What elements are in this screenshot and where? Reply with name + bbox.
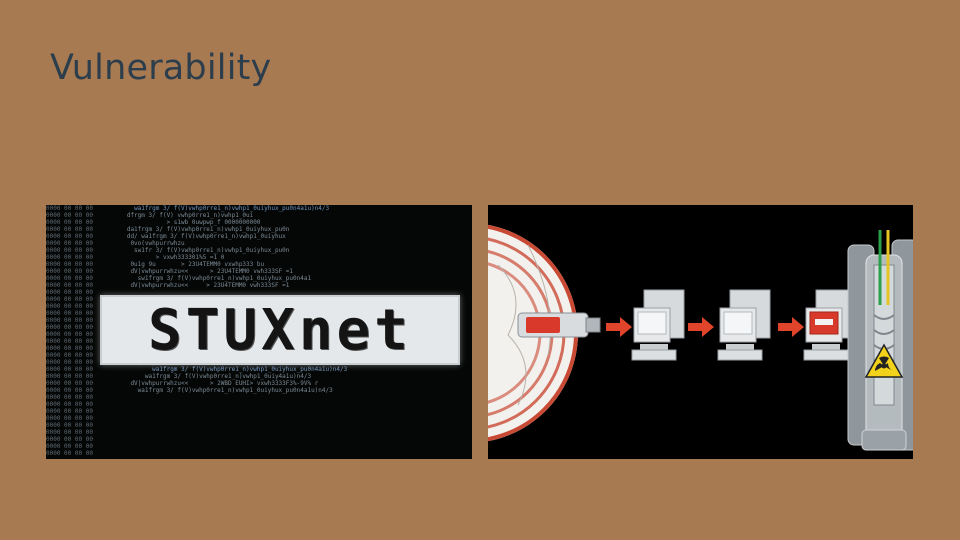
usb-drive-icon bbox=[517, 312, 601, 338]
slide-title: Vulnerability bbox=[50, 48, 272, 88]
infection-path-diagram bbox=[488, 205, 913, 459]
computer-icon bbox=[717, 289, 771, 361]
arrow-icon bbox=[778, 317, 804, 337]
stuxnet-code-image: 0000 00 00 00 0000 00 00 00 0000 00 00 0… bbox=[46, 205, 472, 459]
radiation-hazard-icon bbox=[864, 343, 904, 378]
arrow-icon bbox=[688, 317, 714, 337]
arrow-icon bbox=[606, 317, 632, 337]
stuxnet-logo-text: STUXnet bbox=[147, 297, 412, 363]
nuclear-centrifuge-icon bbox=[847, 230, 913, 451]
infection-diagram-svg bbox=[488, 224, 913, 451]
computer-icon bbox=[631, 289, 685, 361]
stuxnet-logo-box: STUXnet bbox=[100, 295, 460, 365]
